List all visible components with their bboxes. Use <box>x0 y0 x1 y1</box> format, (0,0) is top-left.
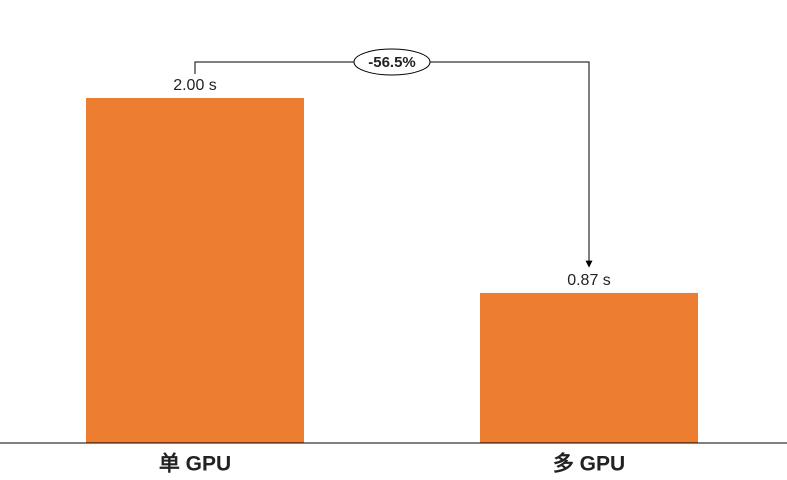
bar <box>480 292 698 443</box>
annotation-text: -56.5% <box>368 54 416 71</box>
category-label: 多 GPU <box>553 452 625 476</box>
category-label: 单 GPU <box>159 452 231 476</box>
value-label: 2.00 s <box>173 77 217 94</box>
annotation-bubble <box>353 48 431 76</box>
value-label: 0.87 s <box>567 272 611 289</box>
bar <box>86 98 304 443</box>
